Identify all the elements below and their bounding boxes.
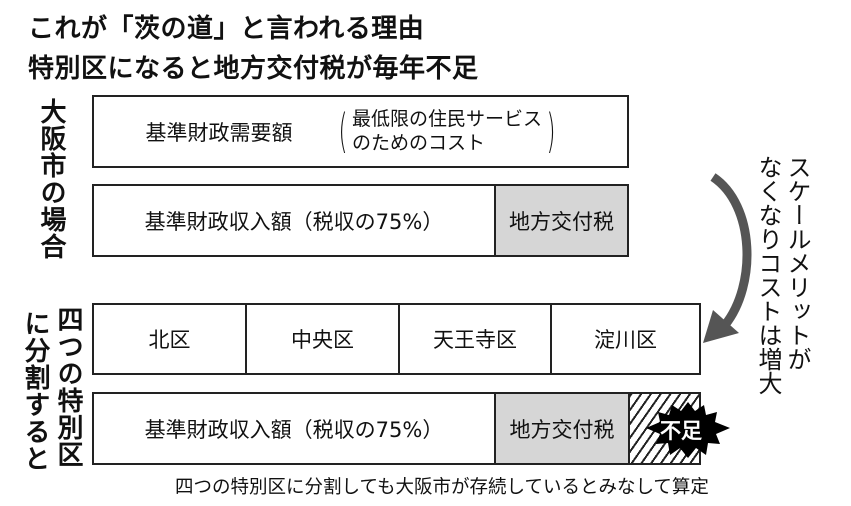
shortfall-label: 不足 xyxy=(660,419,702,443)
caption: 四つの特別区に分割しても大阪市が存続しているとみなして算定 xyxy=(175,477,709,498)
ward-cell: 天王寺区 xyxy=(398,305,550,373)
ward-cell: 北区 xyxy=(148,328,191,352)
osaka-revenue-box: 基準財政収入額（税収の75%） 地方交付税 xyxy=(92,184,629,257)
demand-note-line-1: 最低限の住民サービス xyxy=(351,107,542,130)
curved-arrow-icon xyxy=(703,173,752,343)
tax-cell: 地方交付税 xyxy=(494,186,627,255)
side-note-col-1: スケールメリットが xyxy=(783,155,811,371)
title-line-1: これが「茨の道」と言われる理由 xyxy=(28,14,425,44)
demand-label: 基準財政需要額 xyxy=(145,120,293,145)
demand-note-line-2: のためのコスト xyxy=(351,131,485,154)
wards-box: 北区 中央区 天王寺区 淀川区 xyxy=(92,303,701,375)
wards-revenue-box: 基準財政収入額（税収の75%） 地方交付税 xyxy=(92,392,701,465)
osaka-city-label: 大阪市の場合 xyxy=(36,98,66,260)
special-wards-label-1: 四つの特別区 xyxy=(53,306,83,468)
demand-note: ( 最低限の住民サービス のためのコスト ) xyxy=(338,103,556,158)
demand-box: 基準財政需要額 ( 最低限の住民サービス のためのコスト ) xyxy=(92,95,629,168)
special-wards-label-2: に分割すると xyxy=(20,310,50,472)
revenue-label: 基準財政収入額（税収の75%） xyxy=(144,417,444,442)
revenue-label: 基準財政収入額（税収の75%） xyxy=(144,209,444,234)
ward-cell: 中央区 xyxy=(245,305,398,373)
side-note-col-2: なくなりコストは増大 xyxy=(754,155,782,395)
shortfall-burst-icon xyxy=(646,402,730,458)
title-line-2: 特別区になると地方交付税が毎年不足 xyxy=(28,54,479,84)
tax-cell: 地方交付税 xyxy=(494,394,628,463)
ward-cell: 淀川区 xyxy=(550,305,699,373)
